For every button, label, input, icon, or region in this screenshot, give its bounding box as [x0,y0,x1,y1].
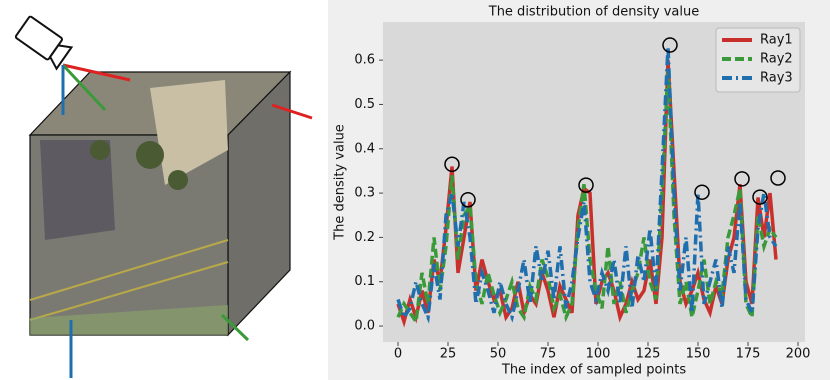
highlight-circle [694,184,710,200]
y-tick-label: 0.6 [354,53,375,68]
highlight-circle [662,37,678,53]
highlight-circle [734,171,750,187]
x-tick-label: 0 [394,347,402,362]
y-tick-label: 0.4 [354,141,375,156]
legend-label: Ray2 [760,52,793,67]
data-line [396,46,778,324]
y-tick-label: 0.1 [354,274,375,289]
x-tick-label: 50 [490,347,507,362]
chart-title: The distribution of density value [488,5,700,20]
x-tick-label: 175 [736,347,761,362]
highlight-circle [444,156,460,173]
x-tick-label: 150 [686,347,711,362]
x-tick-label: 200 [786,347,811,362]
scene-illustration [14,15,313,378]
y-tick-label: 0.2 [354,230,375,245]
x-tick-label: 75 [540,347,557,362]
x-tick-label: 125 [636,347,661,362]
highlight-circle [770,170,786,186]
legend-label: Ray1 [760,33,793,48]
highlight-circle [752,189,768,205]
y-tick-label: 0.5 [354,97,375,112]
highlight-circle [460,191,476,208]
y-axis-label: The density value [333,124,348,241]
data-line [396,68,778,327]
x-tick-label: 100 [586,347,611,362]
x-axis-label: The index of sampled points [501,363,686,378]
legend: Ray1 Ray2 Ray3 [715,27,801,93]
legend-label: Ray3 [760,71,793,86]
y-tick-label: 0.3 [354,186,375,201]
highlight-circle [578,177,594,193]
y-tick-label: 0.0 [354,319,375,334]
x-tick-label: 25 [440,347,457,362]
